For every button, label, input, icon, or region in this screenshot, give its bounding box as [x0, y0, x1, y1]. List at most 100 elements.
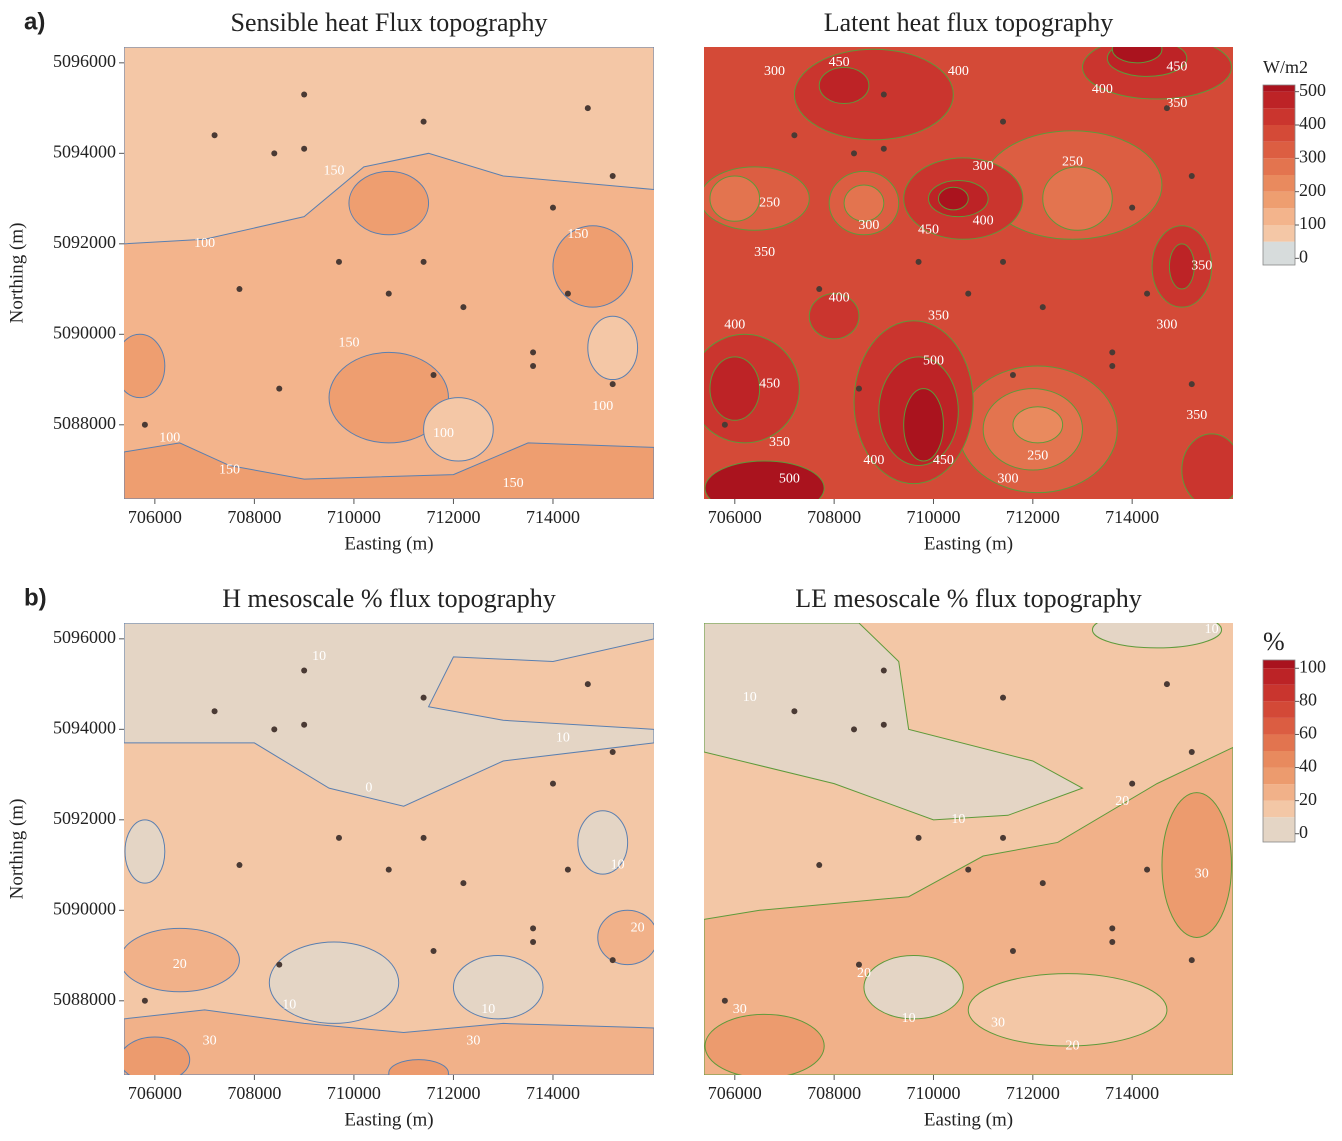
contour-label: 100	[433, 426, 454, 441]
station-point	[1109, 349, 1116, 356]
y-tick-label: 5090000	[53, 322, 116, 342]
contour-region	[124, 1009, 654, 1075]
contour-label: 0	[365, 780, 372, 795]
contour-label: 450	[1166, 60, 1187, 75]
contour-region	[124, 442, 654, 499]
contour-label: 150	[567, 227, 588, 242]
colorbar-band	[1263, 701, 1295, 718]
contour-region	[1161, 792, 1233, 938]
plot-area: 10 20 10 30 20 10 30 20 30 10	[704, 623, 1233, 1075]
contour-region	[452, 955, 544, 1020]
contour-label: 150	[503, 476, 524, 491]
station-point	[880, 721, 887, 728]
contour-label: 400	[973, 213, 994, 228]
contour-region	[704, 460, 825, 499]
station-point	[915, 834, 922, 841]
station-point	[1039, 304, 1046, 311]
contour-region	[937, 186, 969, 211]
station-point	[855, 385, 862, 392]
station-point	[915, 258, 922, 265]
y-tick-label: 5092000	[53, 808, 116, 828]
contour-label: 450	[918, 222, 939, 237]
contour-region	[1042, 166, 1113, 231]
contour-label: 250	[759, 195, 780, 210]
colorbar-band	[1263, 684, 1295, 702]
x-tick-label: 714000	[1105, 507, 1159, 527]
station-point	[276, 961, 283, 968]
x-tick-label: 712000	[1006, 1083, 1060, 1103]
y-tick-label: 5094000	[53, 141, 116, 161]
contour-label: 10	[556, 731, 570, 746]
x-tick-label: 706000	[128, 1083, 182, 1103]
contour-region	[1181, 433, 1233, 499]
station-point	[1188, 381, 1195, 388]
contour-label: 300	[997, 471, 1018, 486]
contour-label: 30	[733, 1002, 747, 1017]
x-tick-label: 710000	[906, 507, 960, 527]
contour-label: 250	[1062, 155, 1083, 170]
colorbar-band	[1263, 85, 1295, 92]
contour-region	[808, 293, 860, 340]
x-tick-label: 706000	[708, 507, 762, 527]
contour-region	[793, 48, 954, 141]
contour-label: 350	[754, 245, 775, 260]
colorbar-band	[1263, 108, 1295, 125]
contour-label: 350	[769, 435, 790, 450]
contour-label: 20	[1066, 1038, 1080, 1053]
contour-region	[1091, 623, 1223, 649]
station-point	[236, 286, 243, 293]
x-tick-label: 714000	[526, 1083, 580, 1103]
contour-region	[124, 927, 240, 993]
contour-label: 400	[829, 290, 850, 305]
station-point	[385, 290, 392, 297]
station-point	[1163, 105, 1170, 112]
y-tick-label: 5096000	[53, 627, 116, 647]
colorbar-band	[1263, 158, 1295, 175]
x-tick-label: 706000	[128, 507, 182, 527]
station-point	[816, 286, 823, 293]
contour-label: 250	[1027, 449, 1048, 464]
station-point	[1000, 258, 1007, 265]
station-point	[420, 118, 427, 125]
contour-region	[709, 356, 761, 421]
colorbar-band	[1263, 660, 1295, 669]
colorbar-tick-label: 40	[1299, 756, 1317, 776]
contour-region	[587, 315, 639, 381]
station-point	[609, 172, 616, 179]
contour-label: 20	[857, 966, 871, 981]
station-point	[880, 667, 887, 674]
colorbar-tick-label: 60	[1299, 723, 1317, 743]
x-tick-label: 712000	[1006, 507, 1060, 527]
contour-region	[577, 810, 629, 875]
station-point	[420, 834, 427, 841]
contour-label: 400	[1092, 82, 1113, 97]
contour-label: 500	[779, 471, 800, 486]
colorbar-tick-label: 100	[1299, 213, 1326, 233]
contour-label: 350	[1191, 259, 1212, 274]
panel-label: a)	[24, 8, 45, 35]
station-point	[1000, 834, 1007, 841]
station-point	[1009, 948, 1016, 955]
colorbar-tick-label: 0	[1299, 822, 1308, 842]
x-tick-label: 714000	[526, 507, 580, 527]
station-point	[141, 997, 148, 1004]
station-point	[430, 948, 437, 955]
y-axis-label: Northing (m)	[6, 799, 27, 900]
station-point	[1039, 880, 1046, 887]
colorbar-band	[1263, 784, 1295, 801]
station-point	[335, 258, 342, 265]
contour-label: 10	[481, 1002, 495, 1017]
station-point	[816, 862, 823, 869]
colorbar-band	[1263, 141, 1295, 159]
y-tick-label: 5088000	[53, 413, 116, 433]
station-point	[301, 667, 308, 674]
station-point	[549, 780, 556, 787]
y-tick-label: 5088000	[53, 989, 116, 1009]
station-point	[584, 105, 591, 112]
contour-label: 350	[1166, 96, 1187, 111]
station-point	[530, 925, 537, 932]
station-point	[1188, 172, 1195, 179]
colorbar-tick-label: 200	[1299, 180, 1326, 200]
station-point	[564, 866, 571, 873]
colorbar-band	[1263, 91, 1295, 109]
